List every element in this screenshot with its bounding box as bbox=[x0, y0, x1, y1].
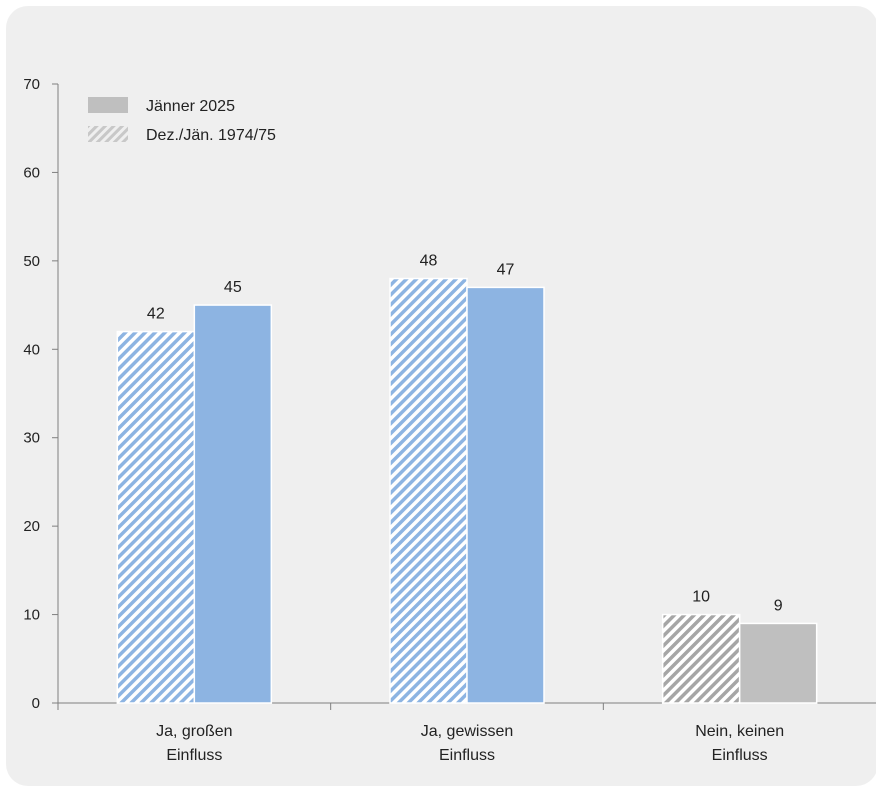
bar bbox=[466, 286, 545, 704]
x-tick-label: Ja, gewissen bbox=[421, 723, 514, 740]
bar bbox=[738, 622, 818, 704]
y-tick-label: 50 bbox=[23, 253, 40, 270]
bar bbox=[389, 277, 468, 704]
bars bbox=[116, 277, 818, 704]
y-tick-label: 10 bbox=[23, 607, 40, 624]
y-tick-label: 70 bbox=[23, 76, 40, 93]
y-tick-label: 30 bbox=[23, 430, 40, 447]
y-tick-label: 0 bbox=[32, 695, 40, 712]
x-tick-label: Einfluss bbox=[166, 747, 222, 764]
y-tick-label: 40 bbox=[23, 341, 40, 358]
data-label: 45 bbox=[224, 279, 242, 296]
x-tick-label: Einfluss bbox=[439, 747, 495, 764]
legend-swatch bbox=[88, 126, 128, 142]
bar bbox=[116, 330, 196, 704]
legend: Jänner 2025 Dez./Jän. 1974/75 bbox=[88, 97, 276, 144]
legend-label: Jänner 2025 bbox=[146, 98, 235, 115]
bar bbox=[193, 304, 273, 704]
data-label: 42 bbox=[147, 306, 165, 323]
legend-label: Dez./Jän. 1974/75 bbox=[146, 127, 276, 144]
labels: 42 45 Ja, großen Einfluss 48 47 Ja, gewissen Ei… bbox=[147, 253, 784, 764]
data-label: 10 bbox=[692, 589, 710, 606]
x-tick-label: Nein, keinen bbox=[695, 723, 784, 740]
y-tick-label: 20 bbox=[23, 518, 40, 535]
data-label: 47 bbox=[497, 261, 515, 278]
x-tick-label: Ja, großen bbox=[156, 723, 232, 740]
data-label: 48 bbox=[420, 253, 438, 270]
bar bbox=[661, 613, 741, 704]
legend-swatch bbox=[88, 97, 128, 113]
y-tick-label: 60 bbox=[23, 164, 40, 181]
data-label: 9 bbox=[774, 597, 783, 614]
x-tick-label: Einfluss bbox=[712, 747, 768, 764]
